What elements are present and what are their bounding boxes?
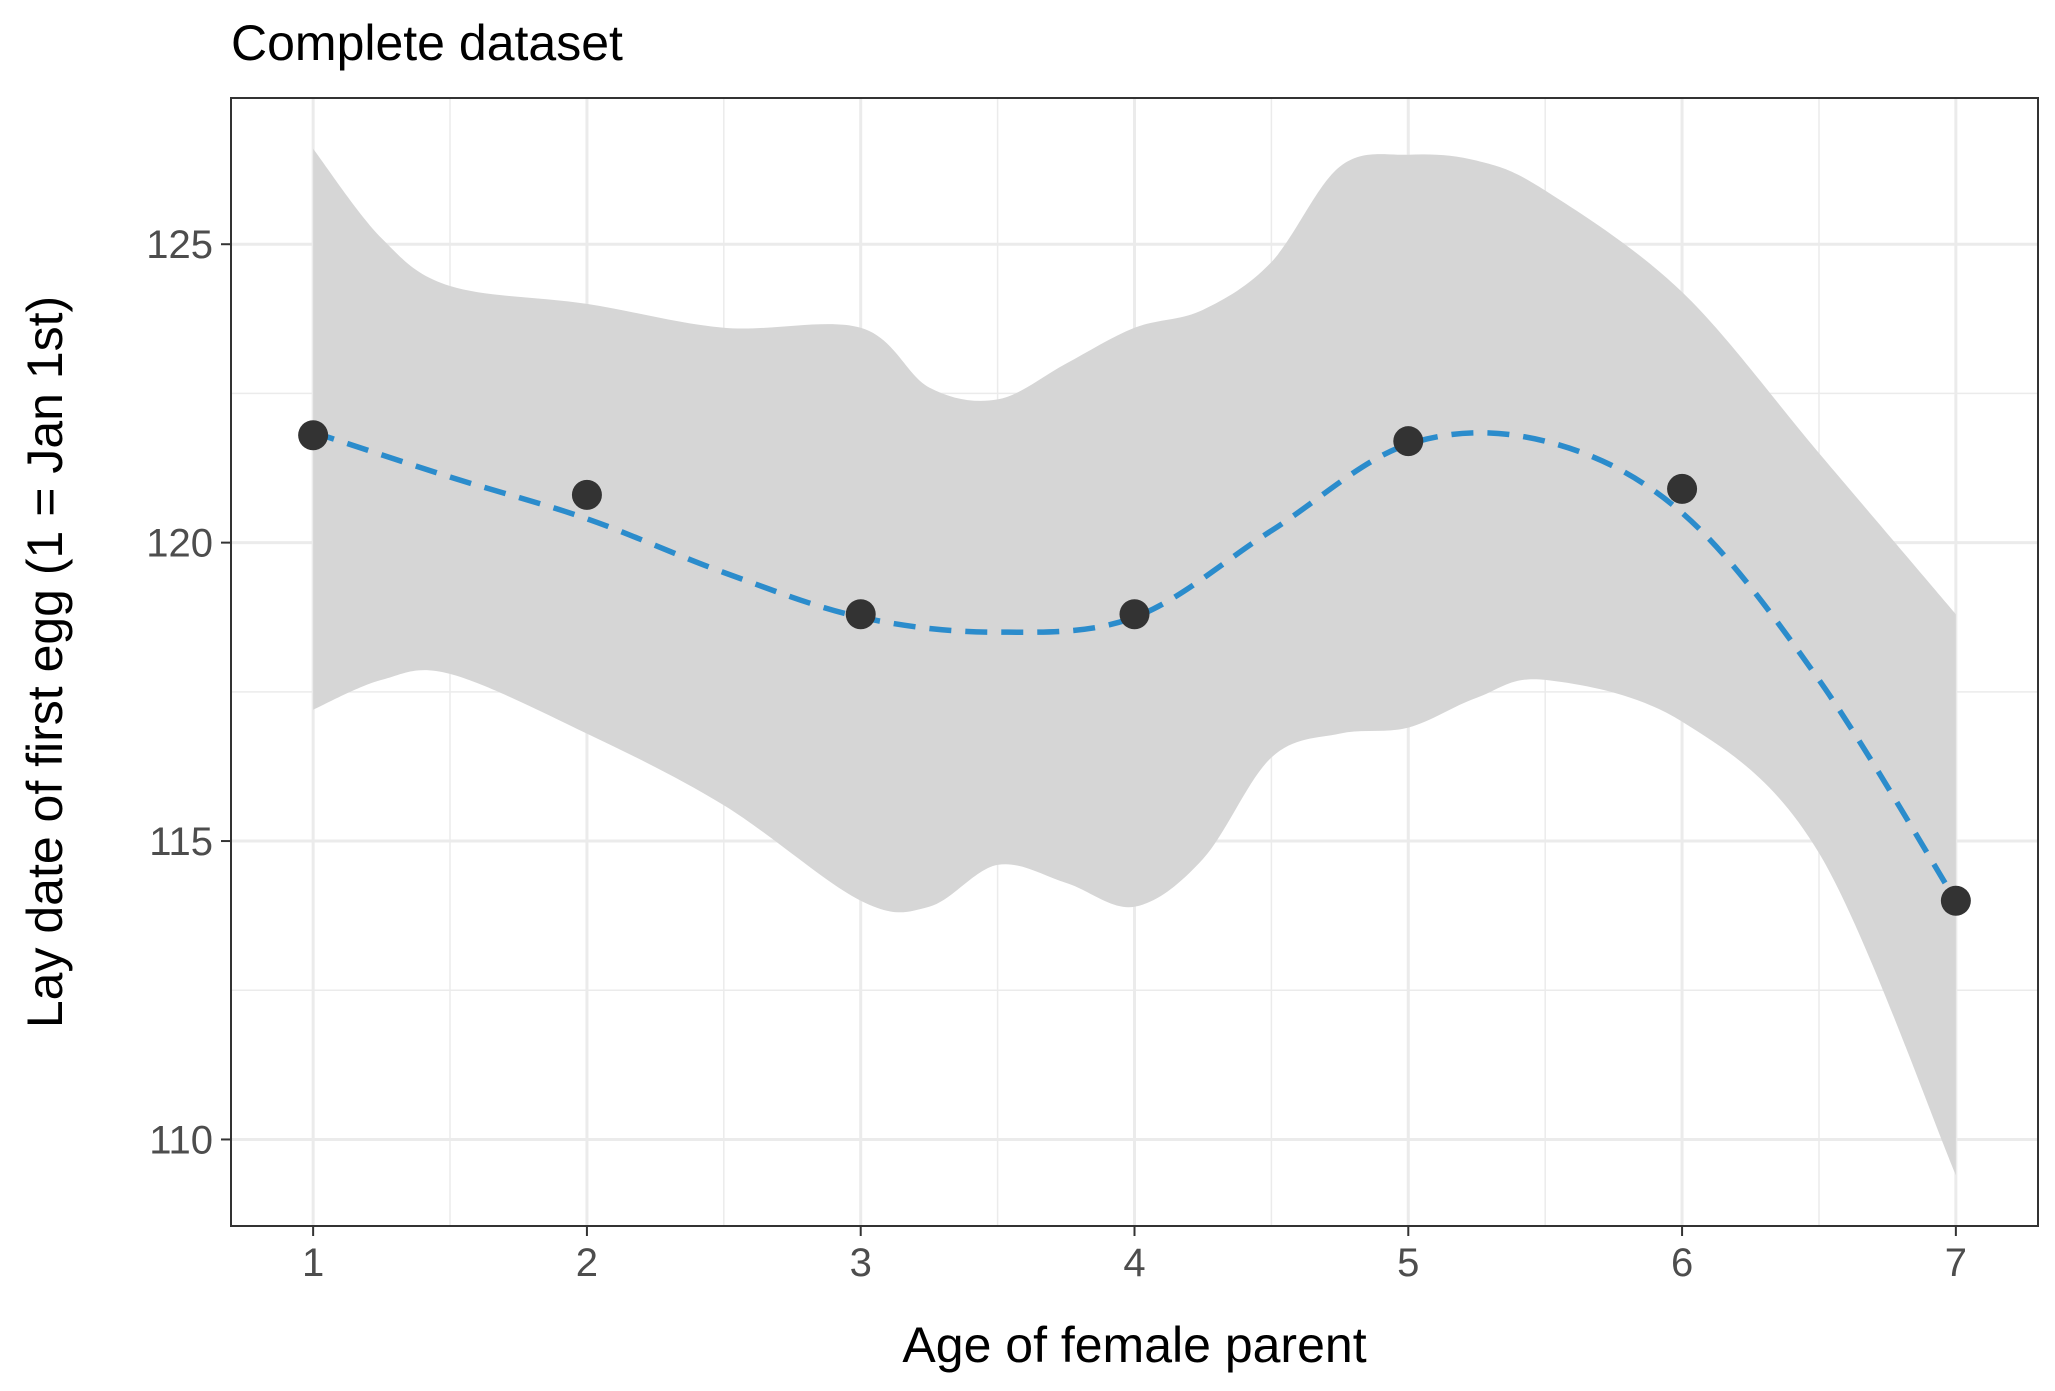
chart-title: Complete dataset [231,15,623,71]
x-tick-label: 7 [1945,1241,1967,1285]
y-tick-label: 110 [149,1118,213,1162]
data-point [1667,473,1698,504]
x-axis-ticks: 1 2 3 4 5 6 7 [302,1226,1967,1285]
data-point [571,479,602,510]
x-tick-label: 5 [1397,1241,1419,1285]
x-tick-label: 4 [1123,1241,1145,1285]
y-tick-label: 115 [149,820,213,864]
y-axis-ticks: 110 115 120 125 [146,223,231,1162]
y-tick-label: 125 [146,223,213,267]
data-point [298,420,329,451]
x-tick-label: 6 [1671,1241,1693,1285]
x-tick-label: 2 [576,1241,598,1285]
confidence-band-area [313,148,1956,1176]
x-tick-label: 3 [850,1241,872,1285]
data-point [1940,885,1971,916]
data-point [845,599,876,630]
x-tick-label: 1 [302,1241,324,1285]
data-point [1119,599,1150,630]
confidence-band [313,148,1956,1176]
y-tick-label: 120 [146,522,213,566]
data-points [298,420,1971,916]
data-point [1393,426,1424,457]
y-axis-title: Lay date of first egg (1 = Jan 1st) [17,296,73,1028]
smooth-line [312,429,1959,903]
smooth-line-path [312,429,1959,903]
x-axis-title: Age of female parent [902,1317,1366,1373]
